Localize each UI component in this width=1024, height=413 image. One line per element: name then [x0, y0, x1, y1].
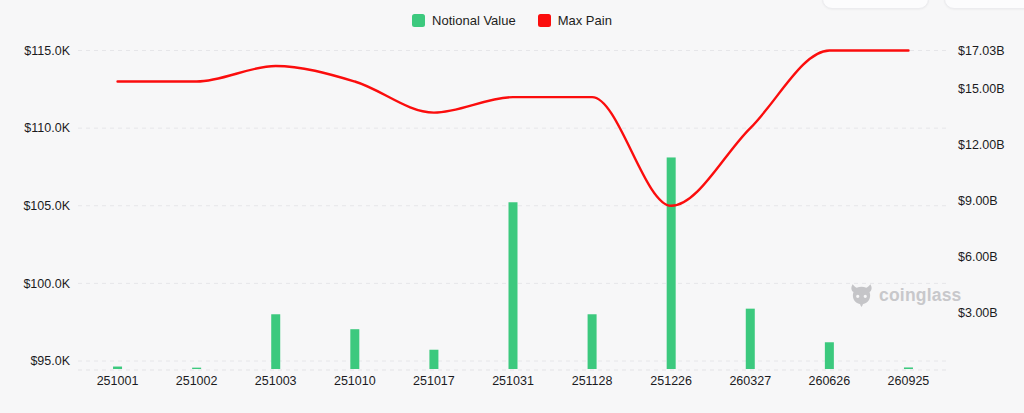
x-axis-label-251002: 251002: [176, 374, 218, 388]
x-axis-label-260925: 260925: [888, 374, 930, 388]
bar-260327[interactable]: [746, 309, 755, 369]
left-axis-tick-label: $115.0K: [24, 44, 70, 58]
left-axis-tick-label: $95.0K: [30, 354, 70, 368]
bar-251001[interactable]: [113, 367, 122, 369]
bar-251017[interactable]: [429, 350, 438, 369]
x-axis-label-251017: 251017: [413, 374, 455, 388]
x-axis-label-251003: 251003: [255, 374, 297, 388]
x-axis-label-251001: 251001: [97, 374, 139, 388]
bar-251003[interactable]: [271, 314, 280, 369]
options-max-pain-chart: Notional Value Max Pain $115.0K$110.0K$1…: [0, 0, 1024, 413]
right-axis-tick-label: $12.00B: [958, 138, 1005, 152]
chart-canvas[interactable]: $115.0K $110.0K $105.0K $100.0K $95.0K $17.03…: [0, 0, 1024, 413]
right-axis-tick-label: $15.00B: [958, 82, 1005, 96]
x-axis-label-260626: 260626: [809, 374, 851, 388]
x-axis-label-260327: 260327: [729, 374, 771, 388]
bar-251002[interactable]: [192, 368, 201, 369]
right-axis-tick-label: $9.00B: [958, 194, 998, 208]
right-axis-tick-label: $17.03B: [958, 44, 1005, 58]
bar-251226[interactable]: [667, 157, 676, 369]
x-axis-label-251128: 251128: [572, 374, 613, 388]
x-axis-label-251031: 251031: [492, 374, 534, 388]
bar-251010[interactable]: [350, 329, 359, 369]
x-axis-label-251010: 251010: [334, 374, 376, 388]
right-axis-tick-label: $3.00B: [958, 306, 998, 320]
left-axis-tick-label: $100.0K: [23, 277, 70, 291]
x-axis-label-251226: 251226: [650, 374, 692, 388]
bar-260626[interactable]: [825, 342, 834, 369]
left-axis-tick-label: $105.0K: [23, 199, 70, 213]
right-axis-tick-label: $6.00B: [958, 250, 998, 264]
bar-260925[interactable]: [904, 367, 913, 369]
bar-251031[interactable]: [509, 202, 518, 369]
left-axis-tick-label: $110.0K: [24, 121, 70, 135]
bar-251128[interactable]: [588, 314, 597, 369]
